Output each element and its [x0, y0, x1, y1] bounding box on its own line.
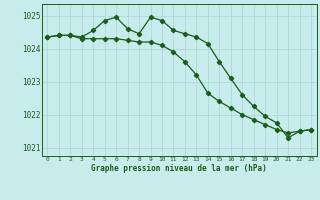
X-axis label: Graphe pression niveau de la mer (hPa): Graphe pression niveau de la mer (hPa) — [91, 164, 267, 173]
